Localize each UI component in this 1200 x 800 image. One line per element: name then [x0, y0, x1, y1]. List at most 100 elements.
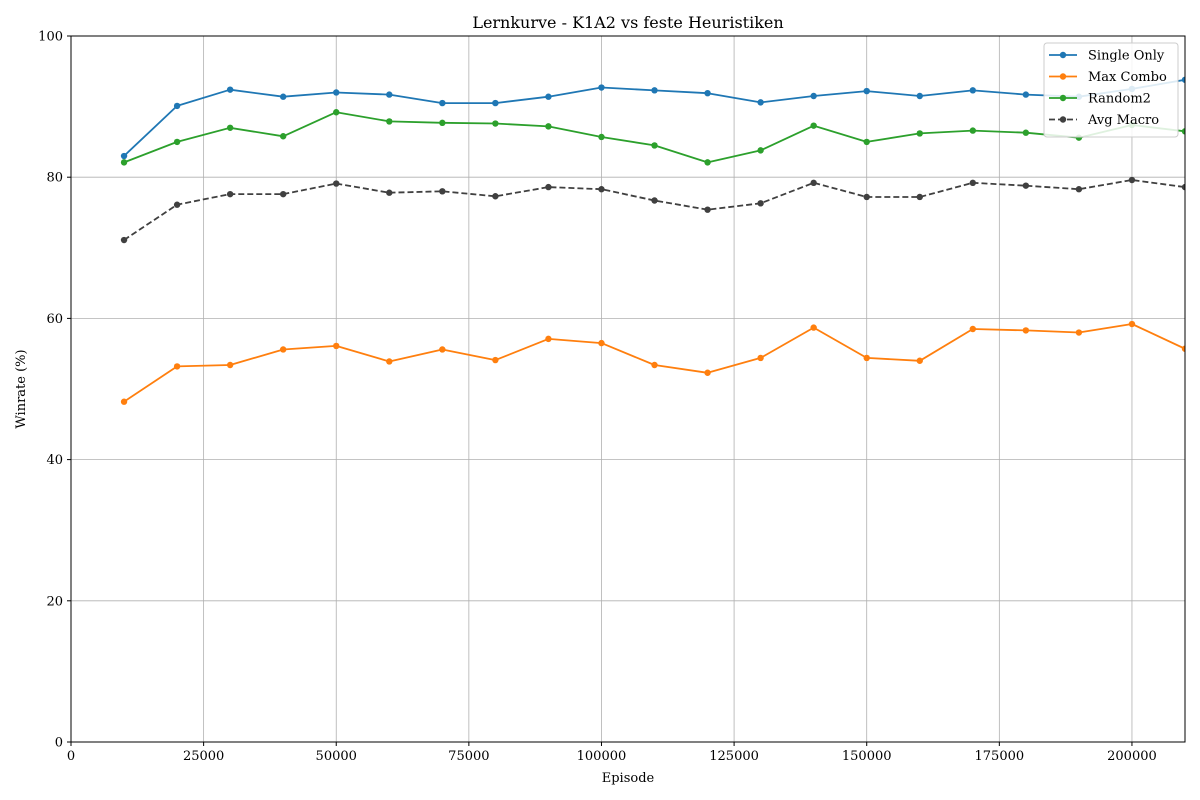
data-point-max-combo: [1128, 320, 1136, 328]
data-point-max-combo: [1181, 345, 1185, 352]
legend-marker-avg-macro: [1059, 116, 1067, 123]
data-point-single-only: [226, 86, 234, 93]
data-point-max-combo: [226, 361, 234, 369]
data-point-max-combo: [439, 346, 446, 353]
data-point-max-combo: [969, 325, 977, 333]
data-point-single-only: [704, 89, 711, 97]
data-point-single-only: [120, 152, 128, 160]
x-tick-label: 200000: [1107, 749, 1157, 764]
legend-label-random2: Random2: [1088, 92, 1151, 107]
data-point-single-only: [279, 93, 287, 100]
data-point-avg-macro: [1022, 182, 1030, 189]
legend-label-max-combo: Max Combo: [1088, 70, 1167, 85]
data-point-max-combo: [916, 357, 923, 364]
data-point-random2: [439, 119, 446, 127]
data-point-avg-macro: [226, 190, 234, 198]
data-point-single-only: [598, 84, 605, 91]
data-point-avg-macro: [386, 189, 393, 196]
plot-frame: [70, 35, 1186, 743]
legend: Single Only Max Combo Random2 Avg Macro: [1043, 42, 1179, 138]
data-point-random2: [226, 124, 234, 131]
data-point-avg-macro: [1075, 186, 1083, 193]
data-point-max-combo: [810, 324, 817, 331]
data-point-single-only: [916, 92, 923, 100]
data-point-random2: [969, 127, 977, 134]
data-point-max-combo: [173, 363, 181, 370]
data-point-random2: [333, 109, 340, 116]
x-tick-label: 0: [67, 749, 75, 764]
chart-title: Lernkurve - K1A2 vs feste Heuristiken: [472, 13, 783, 32]
y-tick-label: 60: [46, 312, 63, 327]
legend-marker-random2: [1059, 94, 1067, 102]
data-point-avg-macro: [969, 179, 977, 187]
data-point-random2: [704, 159, 711, 166]
data-point-max-combo: [863, 354, 870, 362]
data-point-max-combo: [1022, 327, 1030, 334]
data-point-random2: [598, 133, 605, 141]
data-point-avg-macro: [757, 200, 764, 207]
data-point-avg-macro: [279, 190, 287, 198]
x-tick-label: 25000: [183, 749, 224, 764]
data-point-random2: [120, 159, 128, 166]
data-point-random2: [810, 122, 817, 129]
data-point-max-combo: [279, 346, 287, 353]
data-point-single-only: [173, 102, 181, 110]
data-point-max-combo: [545, 335, 552, 343]
data-point-avg-macro: [916, 193, 923, 201]
data-point-random2: [173, 138, 181, 146]
data-point-single-only: [651, 87, 658, 94]
data-point-random2: [1181, 128, 1185, 135]
data-point-single-only: [333, 89, 340, 96]
series-max-combo: [120, 320, 1185, 405]
x-tick-label: 175000: [975, 749, 1025, 764]
data-point-avg-macro: [704, 206, 711, 213]
data-point-avg-macro: [492, 193, 499, 200]
data-point-avg-macro: [651, 197, 658, 204]
data-point-random2: [279, 133, 287, 140]
y-tick-label: 20: [46, 594, 63, 609]
data-point-max-combo: [757, 354, 764, 362]
legend-marker-max-combo: [1059, 73, 1067, 80]
legend-marker-single-only: [1059, 51, 1067, 59]
data-point-avg-macro: [810, 179, 817, 187]
legend-box: [1043, 42, 1179, 138]
data-point-single-only: [1181, 76, 1185, 83]
data-point-max-combo: [1075, 329, 1083, 336]
data-point-single-only: [757, 99, 764, 106]
data-point-random2: [492, 120, 499, 127]
legend-label-avg-macro: Avg Macro: [1087, 113, 1159, 128]
y-tick-label: 80: [46, 171, 63, 186]
data-point-random2: [651, 142, 658, 149]
x-tick-label: 75000: [448, 749, 489, 764]
data-point-single-only: [386, 91, 393, 98]
data-point-max-combo: [386, 358, 393, 365]
data-point-single-only: [545, 93, 552, 100]
data-point-max-combo: [333, 342, 340, 350]
ticks: 0 25000 50000 75000 100000 125000 150000 175000…: [38, 30, 1157, 765]
data-point-random2: [863, 138, 870, 146]
data-point-avg-macro: [439, 188, 446, 195]
y-tick-label: 40: [46, 453, 63, 468]
data-point-random2: [386, 118, 393, 125]
x-tick-label: 150000: [842, 749, 892, 764]
data-point-avg-macro: [333, 180, 340, 187]
data-point-max-combo: [704, 369, 711, 376]
data-point-max-combo: [120, 398, 128, 405]
data-point-random2: [757, 147, 764, 154]
y-tick-label: 100: [38, 30, 63, 45]
y-axis-title: Winrate (%): [14, 349, 29, 428]
data-point-avg-macro: [863, 193, 870, 201]
y-tick-label: 0: [55, 736, 63, 751]
legend-label-single-only: Single Only: [1088, 49, 1165, 64]
x-tick-label: 125000: [709, 749, 759, 764]
data-point-avg-macro: [598, 186, 605, 193]
data-point-random2: [916, 130, 923, 137]
data-point-max-combo: [651, 361, 658, 369]
x-tick-label: 50000: [316, 749, 357, 764]
data-point-single-only: [492, 99, 499, 107]
data-point-random2: [545, 123, 552, 130]
data-point-single-only: [1022, 91, 1030, 98]
data-point-avg-macro: [1128, 176, 1136, 184]
data-point-max-combo: [492, 356, 499, 364]
